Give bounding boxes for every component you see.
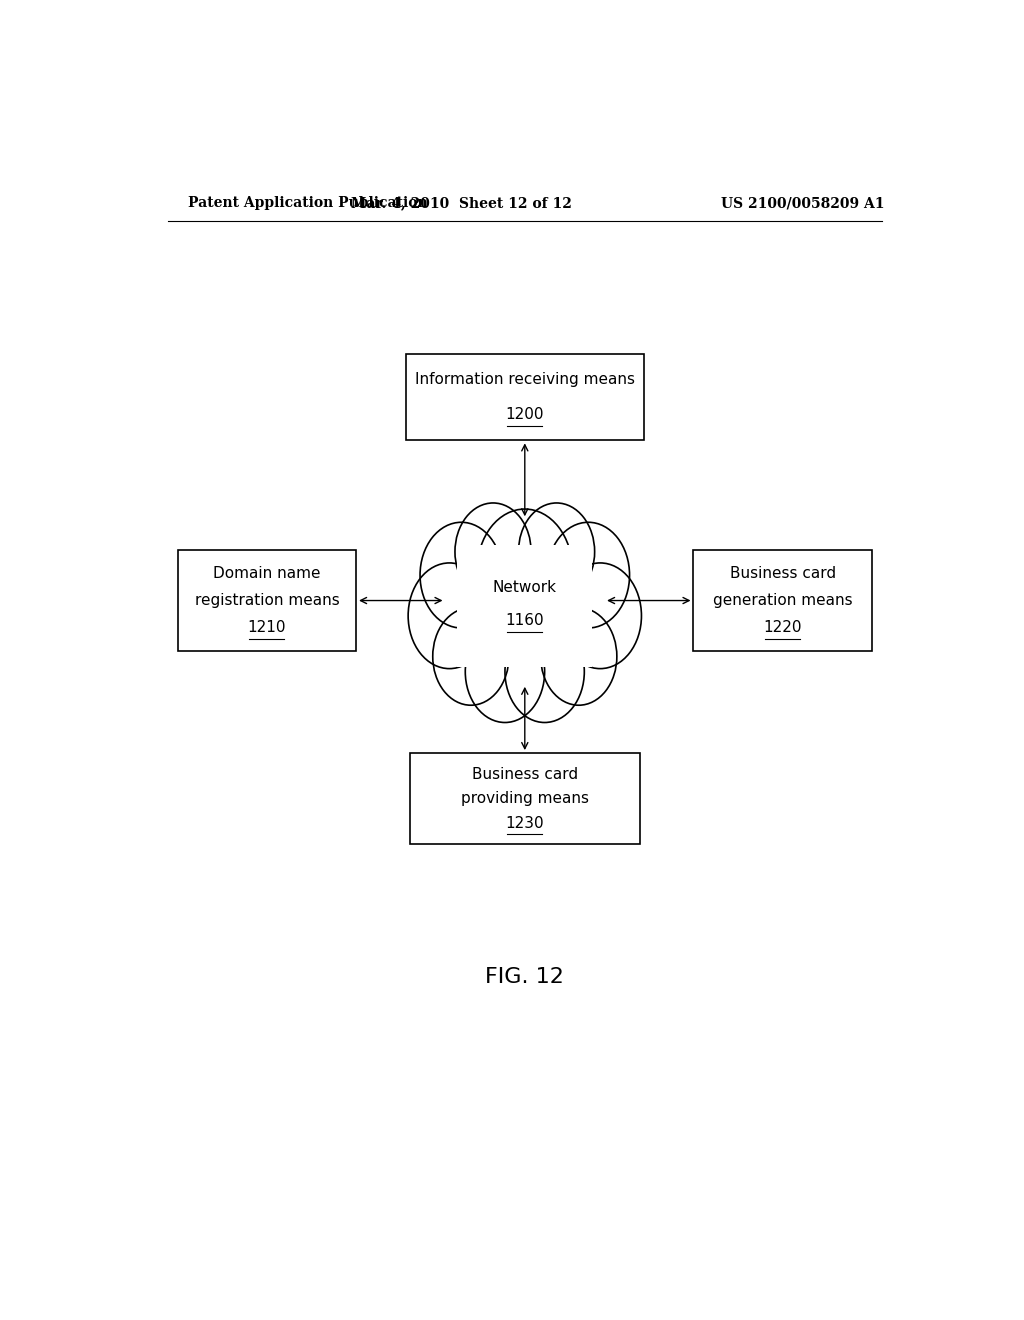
Text: Business card: Business card — [472, 767, 578, 781]
Circle shape — [518, 503, 595, 601]
Text: 1200: 1200 — [506, 407, 544, 422]
Text: US 2100/0058209 A1: US 2100/0058209 A1 — [721, 197, 885, 210]
Text: Mar. 4, 2010  Sheet 12 of 12: Mar. 4, 2010 Sheet 12 of 12 — [351, 197, 571, 210]
Circle shape — [420, 523, 503, 628]
FancyBboxPatch shape — [177, 549, 356, 651]
Circle shape — [465, 620, 545, 722]
Circle shape — [541, 607, 616, 705]
Text: FIG. 12: FIG. 12 — [485, 966, 564, 986]
Text: registration means: registration means — [195, 593, 339, 609]
Circle shape — [477, 510, 572, 631]
Text: Network: Network — [493, 579, 557, 595]
Circle shape — [547, 523, 630, 628]
Text: 1160: 1160 — [506, 614, 544, 628]
FancyBboxPatch shape — [406, 354, 644, 441]
Circle shape — [505, 620, 585, 722]
Text: Information receiving means: Information receiving means — [415, 372, 635, 388]
Circle shape — [409, 562, 490, 669]
Circle shape — [433, 607, 509, 705]
Text: 1230: 1230 — [506, 816, 544, 830]
Text: Domain name: Domain name — [213, 566, 321, 581]
Text: generation means: generation means — [713, 593, 853, 609]
Text: Business card: Business card — [730, 566, 836, 581]
FancyBboxPatch shape — [693, 549, 872, 651]
Text: 1220: 1220 — [764, 620, 802, 635]
Text: 1210: 1210 — [248, 620, 286, 635]
Circle shape — [559, 562, 641, 669]
Text: providing means: providing means — [461, 791, 589, 807]
FancyBboxPatch shape — [458, 545, 592, 667]
Circle shape — [455, 503, 531, 601]
Text: Patent Application Publication: Patent Application Publication — [187, 197, 427, 210]
FancyBboxPatch shape — [410, 752, 640, 845]
